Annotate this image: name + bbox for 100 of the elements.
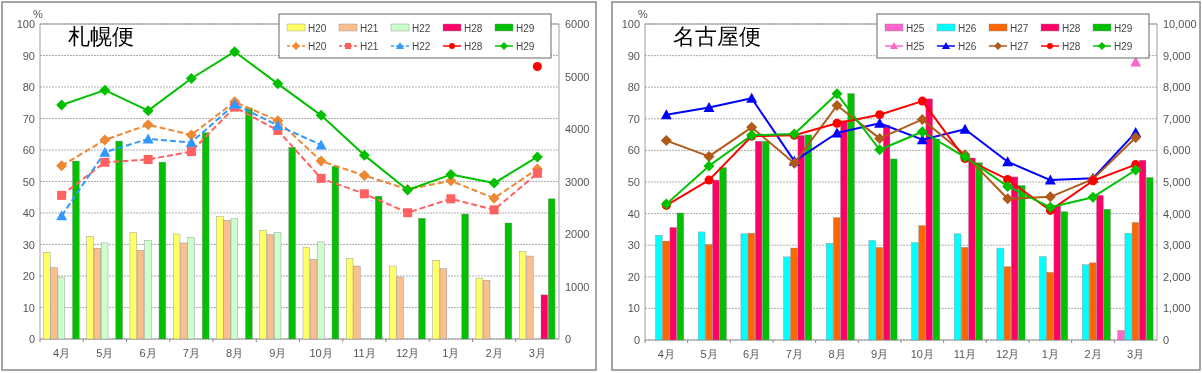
point bbox=[1002, 193, 1014, 205]
point bbox=[1087, 191, 1099, 203]
y2-tick-label: 8,000 bbox=[1163, 81, 1191, 94]
point bbox=[660, 135, 672, 147]
y-tick-label: 0 bbox=[28, 333, 35, 345]
point bbox=[358, 149, 370, 161]
x-tick-label: 4月 bbox=[657, 348, 675, 360]
point bbox=[916, 113, 928, 125]
x-tick-label: 9月 bbox=[871, 348, 889, 360]
point bbox=[959, 123, 971, 134]
y-axis-title: % bbox=[33, 8, 44, 20]
x-tick-label: 7月 bbox=[182, 347, 200, 359]
y-tick-label: 40 bbox=[627, 207, 640, 220]
y-tick-label: 30 bbox=[22, 238, 35, 251]
point bbox=[56, 99, 68, 111]
legend-label: H28 bbox=[1062, 40, 1081, 52]
x-tick-label: 5月 bbox=[96, 347, 114, 359]
point bbox=[488, 192, 500, 204]
y2-tick-label: 6,000 bbox=[1163, 144, 1191, 157]
point bbox=[142, 119, 154, 131]
x-tick-label: 11月 bbox=[353, 347, 376, 359]
x-tick-label: 9月 bbox=[269, 347, 287, 359]
x-tick-label: 2月 bbox=[485, 347, 503, 359]
y-tick-label: 90 bbox=[22, 49, 35, 62]
y2-tick-label: 1000 bbox=[565, 280, 590, 293]
y2-tick-label: 9,000 bbox=[1163, 49, 1191, 62]
point bbox=[229, 46, 241, 58]
x-tick-label: 12月 bbox=[996, 348, 1020, 360]
x-tick-label: 3月 bbox=[528, 347, 546, 359]
point bbox=[358, 170, 370, 182]
y-tick-label: 60 bbox=[627, 144, 640, 157]
point bbox=[531, 151, 543, 163]
point bbox=[316, 173, 326, 183]
x-tick-label: 4月 bbox=[53, 347, 71, 359]
legend-label: H27 bbox=[1010, 22, 1029, 34]
x-tick-label: 1月 bbox=[442, 347, 460, 359]
point bbox=[186, 147, 196, 157]
point bbox=[1002, 180, 1014, 192]
y2-tick-label: 4000 bbox=[565, 123, 590, 135]
y-tick-label: 20 bbox=[627, 270, 640, 283]
point bbox=[99, 146, 111, 157]
chart-title: 名古屋便 bbox=[673, 24, 761, 49]
y-tick-label: 10 bbox=[22, 301, 35, 314]
point bbox=[1002, 156, 1014, 167]
y-tick-label: 70 bbox=[22, 112, 35, 125]
y-tick-label: 50 bbox=[22, 175, 35, 188]
point bbox=[272, 78, 284, 90]
point bbox=[185, 73, 197, 84]
y2-tick-label: 3,000 bbox=[1163, 239, 1191, 252]
point bbox=[56, 210, 68, 221]
point bbox=[874, 132, 886, 144]
point bbox=[917, 96, 927, 106]
x-tick-label: 6月 bbox=[139, 347, 157, 359]
y-tick-label: 80 bbox=[22, 81, 35, 93]
point bbox=[704, 175, 714, 185]
y2-tick-label: 1,000 bbox=[1163, 302, 1191, 315]
y2-tick-label: 10,000 bbox=[1163, 18, 1197, 30]
legend-label: H28 bbox=[464, 22, 483, 34]
point bbox=[359, 189, 369, 199]
x-tick-label: 10月 bbox=[910, 348, 934, 360]
y-tick-label: 50 bbox=[627, 176, 640, 188]
point bbox=[99, 134, 111, 146]
x-tick-label: 12月 bbox=[396, 347, 420, 359]
legend-label: H25 bbox=[906, 40, 925, 52]
point bbox=[272, 119, 284, 130]
point bbox=[831, 88, 843, 100]
legend-label: H21 bbox=[360, 40, 379, 52]
legend-label: H29 bbox=[1114, 40, 1133, 52]
y-tick-label: 80 bbox=[627, 81, 640, 94]
legend-label: H28 bbox=[464, 40, 483, 52]
point bbox=[99, 84, 111, 96]
y-tick-label: 100 bbox=[621, 18, 640, 30]
y2-tick-label: 0 bbox=[565, 333, 572, 345]
point bbox=[746, 121, 758, 133]
x-tick-label: 5月 bbox=[700, 348, 718, 360]
point bbox=[660, 109, 672, 120]
point bbox=[315, 109, 327, 121]
y2-tick-label: 2000 bbox=[565, 228, 590, 240]
legend-label: H20 bbox=[308, 22, 327, 34]
y-tick-label: 10 bbox=[627, 302, 640, 315]
x-tick-label: 8月 bbox=[226, 347, 244, 359]
x-tick-label: 1月 bbox=[1041, 348, 1059, 360]
legend-label: H27 bbox=[1010, 40, 1029, 52]
legend-label: H28 bbox=[1062, 22, 1081, 34]
point bbox=[142, 133, 154, 144]
point bbox=[916, 126, 928, 138]
x-tick-label: 10月 bbox=[309, 347, 333, 359]
point bbox=[875, 110, 885, 120]
y2-tick-label: 2,000 bbox=[1163, 270, 1191, 283]
point bbox=[1130, 131, 1142, 143]
point bbox=[1044, 191, 1056, 203]
x-tick-label: 3月 bbox=[1127, 348, 1145, 360]
point bbox=[446, 194, 456, 204]
x-tick-label: 6月 bbox=[743, 348, 761, 360]
point bbox=[1130, 164, 1142, 176]
y-tick-label: 60 bbox=[22, 144, 35, 156]
legend-label: H29 bbox=[516, 40, 535, 52]
legend-label: H26 bbox=[958, 40, 977, 52]
point bbox=[532, 168, 542, 178]
point bbox=[142, 105, 154, 117]
